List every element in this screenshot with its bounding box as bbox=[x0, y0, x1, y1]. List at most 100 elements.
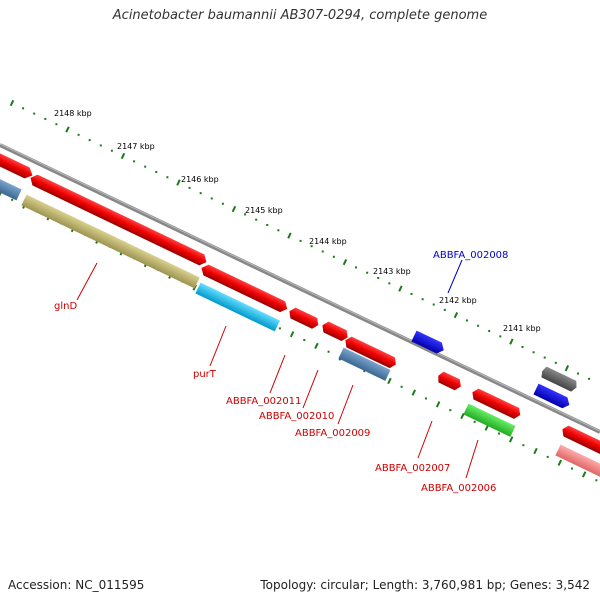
track-dot bbox=[310, 245, 313, 248]
track-dot bbox=[110, 149, 113, 152]
gene-arrow[interactable] bbox=[540, 366, 579, 393]
track-dot bbox=[546, 455, 549, 458]
gene-arrow[interactable] bbox=[470, 387, 523, 421]
scale-tick bbox=[581, 471, 587, 478]
track-dot bbox=[466, 319, 469, 322]
scale-tick bbox=[120, 152, 126, 160]
track-dot bbox=[522, 444, 525, 447]
track-dot bbox=[400, 385, 403, 388]
scale-tick bbox=[398, 285, 403, 292]
gene-label: ABBFA_002007 bbox=[375, 463, 450, 474]
track-dot bbox=[44, 117, 47, 120]
track-dot bbox=[210, 197, 213, 200]
scale-tick bbox=[453, 312, 459, 319]
track-dot bbox=[188, 186, 191, 189]
track-dot bbox=[144, 165, 147, 168]
track-dot bbox=[477, 324, 480, 327]
accession-text: Accession: NC_011595 bbox=[8, 578, 145, 592]
track-dot bbox=[532, 351, 535, 354]
track-dot bbox=[588, 377, 591, 380]
scale-tick bbox=[231, 205, 237, 213]
map-title: Acinetobacter baumannii AB307-0294, comp… bbox=[112, 8, 488, 23]
track-dot bbox=[388, 282, 391, 285]
track-dot bbox=[11, 198, 14, 201]
gene-arrow[interactable] bbox=[436, 370, 464, 392]
gene-arrow[interactable] bbox=[320, 320, 350, 343]
track-dot bbox=[432, 303, 435, 306]
gene-label: purT bbox=[193, 369, 217, 380]
scale-tick bbox=[314, 342, 319, 350]
gene-arrow[interactable] bbox=[343, 335, 399, 370]
scale-tick bbox=[508, 436, 514, 443]
track-dot bbox=[410, 292, 413, 295]
scale-label: 2145 kbp bbox=[245, 206, 283, 215]
scale-tick bbox=[289, 331, 295, 338]
gene-features bbox=[0, 150, 600, 478]
track-dot bbox=[499, 335, 502, 338]
gene-arrow[interactable] bbox=[533, 383, 572, 411]
gene-arrow[interactable] bbox=[338, 347, 391, 381]
gene-label: glnD bbox=[54, 301, 77, 312]
scale-tick bbox=[460, 412, 465, 420]
track-dot bbox=[321, 250, 324, 253]
track-dot bbox=[421, 298, 424, 301]
track-dot bbox=[473, 420, 476, 423]
gene-arrow[interactable] bbox=[463, 403, 516, 437]
gene-arrow[interactable] bbox=[287, 306, 321, 331]
gene-arrow[interactable] bbox=[0, 150, 35, 181]
scale-tick bbox=[287, 232, 292, 239]
scale-tick bbox=[176, 179, 181, 186]
track-dot bbox=[244, 213, 247, 216]
scale-tick bbox=[387, 377, 392, 385]
track-dot bbox=[221, 202, 224, 205]
scale-tick bbox=[509, 338, 514, 345]
track-dot bbox=[543, 356, 546, 359]
scale-label: 2147 kbp bbox=[117, 142, 155, 151]
track-dot bbox=[88, 139, 91, 142]
track-dot bbox=[521, 345, 524, 348]
track-dot bbox=[166, 176, 169, 179]
track-dot bbox=[266, 223, 269, 226]
track-dot bbox=[299, 239, 302, 242]
gene-arrow[interactable] bbox=[411, 330, 446, 356]
track-dot bbox=[55, 123, 58, 126]
track-dot bbox=[133, 160, 136, 163]
track-dot bbox=[424, 397, 427, 400]
genome-backbone-highlight bbox=[0, 143, 600, 432]
scale-label: 2141 kbp bbox=[503, 324, 541, 333]
scale-tick bbox=[533, 447, 538, 455]
scale-label: 2148 kbp bbox=[54, 109, 92, 118]
gene-arrow[interactable] bbox=[560, 424, 600, 460]
track-dot bbox=[571, 467, 574, 470]
track-dot bbox=[554, 361, 557, 364]
track-dot bbox=[22, 107, 25, 110]
gene-label: ABBFA_002010 bbox=[259, 411, 334, 422]
gene-arrow[interactable] bbox=[21, 194, 200, 289]
gene-labels: glnD purT ABBFA_002011 ABBFA_002010 ABBF… bbox=[54, 250, 508, 494]
track-dot bbox=[99, 144, 102, 147]
gene-arrow[interactable] bbox=[555, 444, 600, 478]
scale-track bbox=[9, 99, 591, 380]
track-dot bbox=[155, 170, 158, 173]
track-dot bbox=[377, 277, 380, 280]
gene-label: ABBFA_002011 bbox=[226, 396, 301, 407]
label-leaders bbox=[76, 259, 479, 479]
track-dot bbox=[77, 133, 80, 136]
track-dot bbox=[199, 192, 202, 195]
track-dot bbox=[449, 409, 452, 412]
scale-label: 2144 kbp bbox=[309, 237, 347, 246]
gene-arrow[interactable] bbox=[0, 176, 22, 201]
track-dot bbox=[33, 112, 36, 115]
gene-arrow[interactable] bbox=[28, 172, 209, 267]
gene-arrow[interactable] bbox=[199, 262, 290, 314]
scale-tick bbox=[411, 389, 416, 396]
scale-tick bbox=[65, 126, 70, 133]
track-dot bbox=[255, 218, 258, 221]
track-dot bbox=[443, 308, 446, 311]
track-dot bbox=[278, 327, 281, 330]
gene-label: ABBFA_002008 bbox=[433, 250, 508, 261]
topology-summary: Topology: circular; Length: 3,760,981 bp… bbox=[260, 578, 590, 592]
gene-arrow[interactable] bbox=[195, 282, 280, 332]
track-dot bbox=[327, 350, 330, 353]
